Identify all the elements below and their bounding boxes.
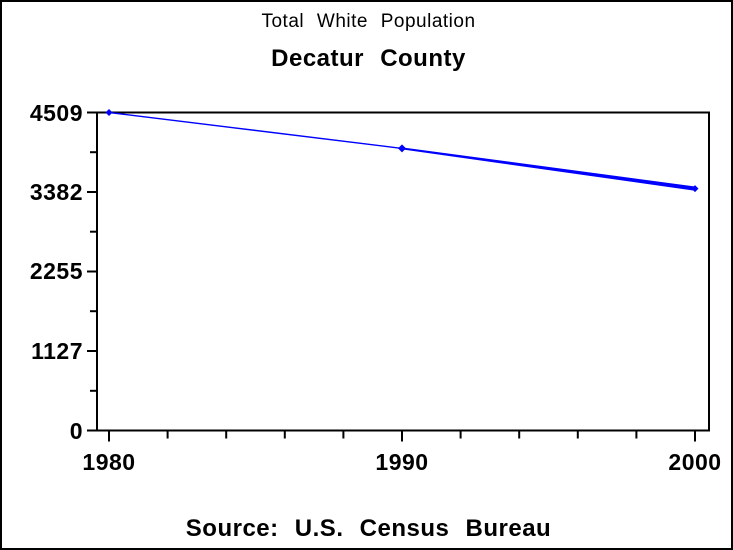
plot-frame <box>96 111 710 432</box>
y-axis-tick-label: 0 <box>69 417 83 444</box>
source-footnote: Source: U.S. Census Bureau <box>185 515 552 542</box>
data-line-segment-1980-1990 <box>108 111 403 150</box>
point-marker <box>691 185 699 193</box>
x-axis-tick-label: 1980 <box>82 449 136 475</box>
point-marker <box>105 109 113 116</box>
x-axis-tick-label: 1990 <box>375 449 429 475</box>
chart-title: Total White Population <box>261 11 476 32</box>
y-axis-tick-label: 2255 <box>29 258 83 285</box>
y-axis-tick-label: 1127 <box>31 338 83 365</box>
y-axis-tick-label: 3382 <box>29 178 83 205</box>
x-axis-tick-label: 2000 <box>668 449 722 475</box>
data-line-segment-1990-2000 <box>402 147 695 191</box>
y-axis-tick-label: 4509 <box>29 99 83 126</box>
point-marker <box>398 144 406 153</box>
chart-subtitle: Decatur County <box>271 45 466 72</box>
